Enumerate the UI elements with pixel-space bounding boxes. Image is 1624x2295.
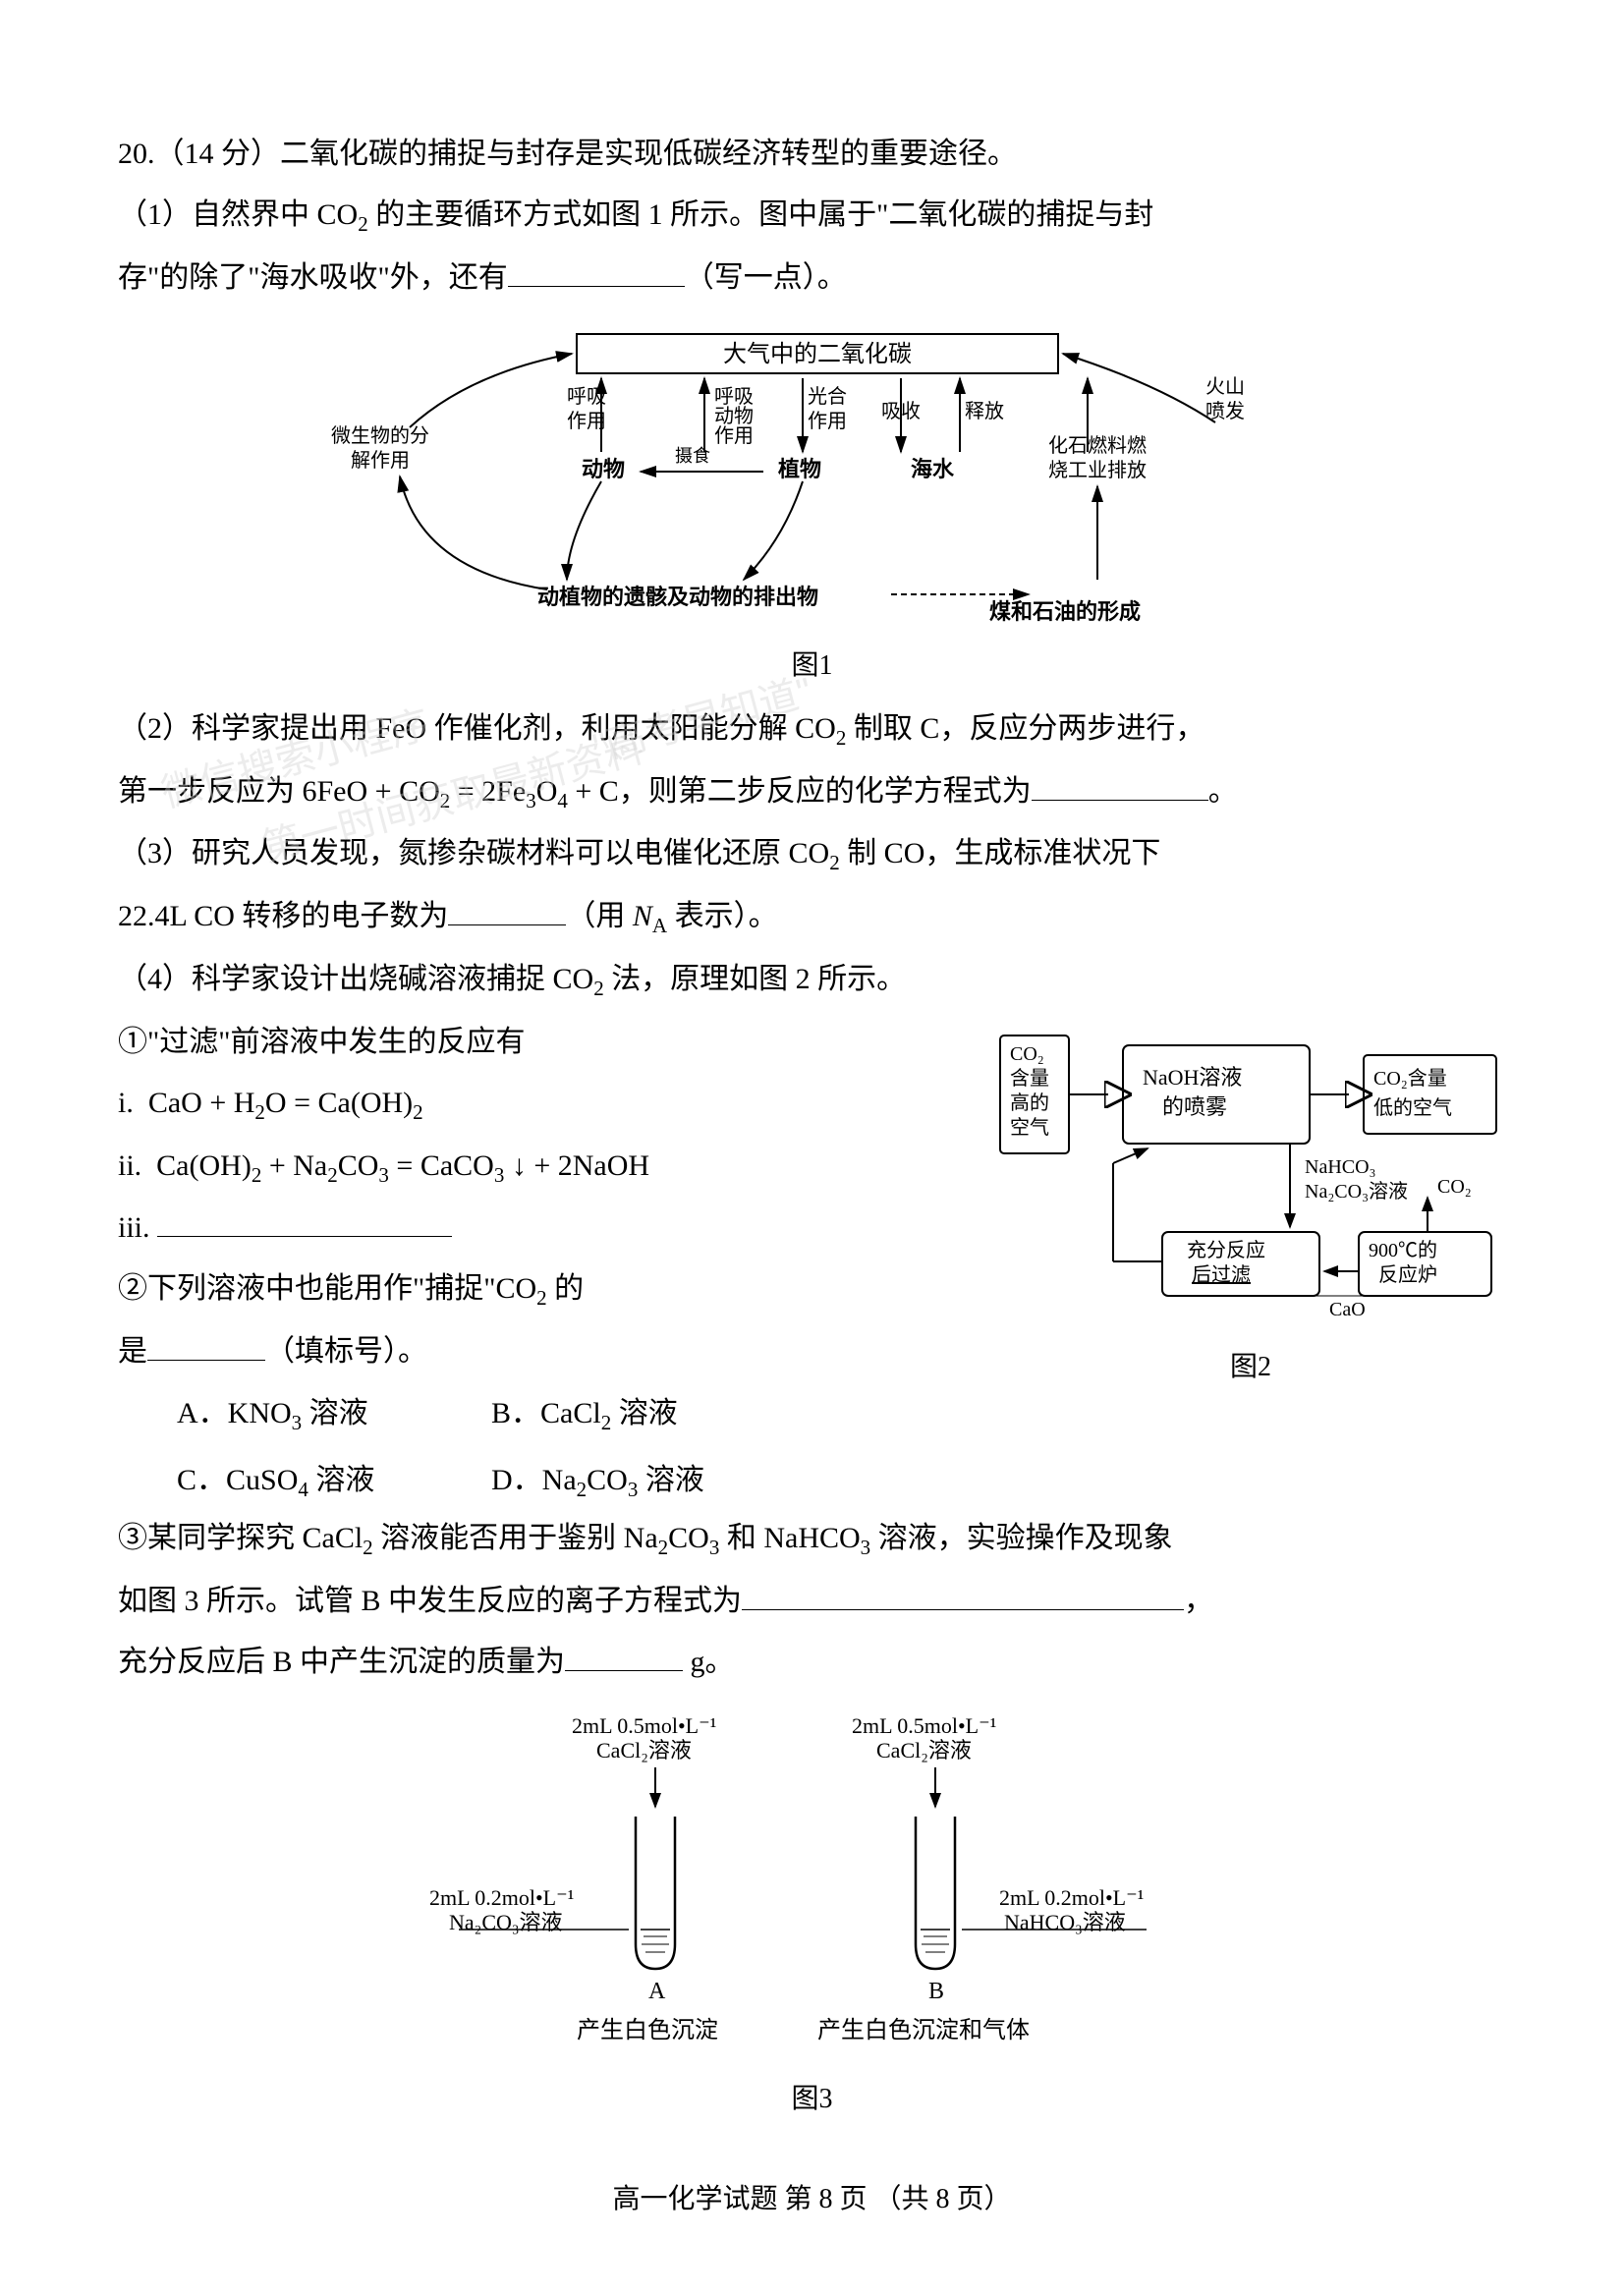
blank-6[interactable] xyxy=(565,1648,683,1671)
diagram2-label: 图2 xyxy=(995,1345,1506,1384)
stem-text: 二氧化碳的捕捉与封存是实现低碳经济转型的重要途径。 xyxy=(280,138,1017,170)
eq1: i. CaO + H2O = Ca(OH)2 xyxy=(118,1077,976,1132)
part4-3a: ③某同学探究 CaCl2 溶液能否用于鉴别 Na2CO3 和 NaHCO3 溶液… xyxy=(118,1512,1506,1567)
part1-line2: 存"的除了"海水吸收"外，还有（写一点）。 xyxy=(118,252,1506,305)
svg-text:产生白色沉淀: 产生白色沉淀 xyxy=(577,2017,718,2043)
svg-text:作用: 作用 xyxy=(808,410,847,432)
page-footer: 高一化学试题 第 8 页 （共 8 页） xyxy=(0,2177,1624,2216)
part1-suffix: （写一点）。 xyxy=(685,261,847,294)
diagram1-svg: 大气中的二氧化碳 呼吸 作用 呼吸 动物 作用 光合 作用 吸收 释放 火山 喷… xyxy=(272,324,1353,629)
svg-text:CaCl₂溶液: CaCl₂溶液 xyxy=(876,1738,972,1763)
svg-text:NaHCO₃溶液: NaHCO₃溶液 xyxy=(1004,1910,1126,1934)
svg-text:CaO: CaO xyxy=(1329,1299,1366,1320)
svg-text:空气: 空气 xyxy=(1010,1116,1049,1139)
p42c: （填标号）。 xyxy=(265,1335,427,1368)
blank-2[interactable] xyxy=(1032,777,1208,801)
diagram1-label: 图1 xyxy=(118,644,1506,683)
svg-text:微生物的分: 微生物的分 xyxy=(331,424,429,447)
svg-text:吸收: 吸收 xyxy=(881,400,921,422)
diagram-3: 2mL 0.5mol•L⁻¹ CaCl₂溶液 2mL 0.2mol•L⁻¹ Na… xyxy=(118,1708,1506,2116)
svg-text:光合: 光合 xyxy=(808,385,847,408)
blank-3[interactable] xyxy=(448,902,566,925)
svg-text:解作用: 解作用 xyxy=(351,449,410,472)
svg-text:呼吸: 呼吸 xyxy=(714,385,754,408)
option-b[interactable]: B．CaCl2 溶液 xyxy=(491,1388,727,1435)
svg-text:火山: 火山 xyxy=(1205,375,1245,398)
svg-text:煤和石油的形成: 煤和石油的形成 xyxy=(989,599,1141,624)
part3-line1: （3）研究人员发现，氮掺杂碳材料可以电催化还原 CO2 制 CO，生成标准状况下 xyxy=(118,827,1506,882)
svg-text:后过滤: 后过滤 xyxy=(1192,1263,1251,1286)
svg-text:化石燃料燃: 化石燃料燃 xyxy=(1048,434,1147,457)
stem-line: 20.（14 分）二氧化碳的捕捉与封存是实现低碳经济转型的重要途径。 xyxy=(118,128,1506,181)
part4-3c: 充分反应后 B 中产生沉淀的质量为 g。 xyxy=(118,1636,1506,1689)
options: A．KNO3 溶液 B．CaCl2 溶液 C．CuSO4 溶液 D．Na2CO3… xyxy=(177,1388,976,1502)
svg-text:呼吸: 呼吸 xyxy=(567,385,606,408)
diagram-1: 大气中的二氧化碳 呼吸 作用 呼吸 动物 作用 光合 作用 吸收 释放 火山 喷… xyxy=(118,324,1506,683)
svg-text:B: B xyxy=(928,1979,944,2004)
svg-text:CO₂: CO₂ xyxy=(1437,1176,1472,1198)
svg-text:2mL 0.2mol•L⁻¹: 2mL 0.2mol•L⁻¹ xyxy=(429,1885,574,1910)
svg-text:高的: 高的 xyxy=(1010,1092,1049,1114)
svg-text:含量: 含量 xyxy=(1010,1067,1049,1090)
svg-text:CO₂: CO₂ xyxy=(1010,1043,1044,1065)
q-number: 20.（14 分） xyxy=(118,138,280,170)
part1-line1: （1）自然界中 CO2 的主要循环方式如图 1 所示。图中属于"二氧化碳的捕捉与… xyxy=(118,189,1506,244)
svg-text:的喷雾: 的喷雾 xyxy=(1162,1094,1227,1119)
option-d[interactable]: D．Na2CO3 溶液 xyxy=(491,1455,727,1502)
left-column: ①"过滤"前溶液中发生的反应有 i. CaO + H2O = Ca(OH)2 i… xyxy=(118,1016,976,1512)
eq2: ii. Ca(OH)2 + Na2CO3 = CaCO3 ↓ + 2NaOH xyxy=(118,1140,976,1195)
svg-text:2mL 0.5mol•L⁻¹: 2mL 0.5mol•L⁻¹ xyxy=(572,1713,716,1738)
svg-text:2mL 0.2mol•L⁻¹: 2mL 0.2mol•L⁻¹ xyxy=(999,1885,1144,1910)
svg-text:900℃的: 900℃的 xyxy=(1369,1239,1437,1261)
right-column: CO₂ 含量 高的 空气 NaOH溶液 的喷雾 CO₂含量 低的空气 Na xyxy=(995,1016,1506,1384)
diagram2-svg: CO₂ 含量 高的 空气 NaOH溶液 的喷雾 CO₂含量 低的空气 Na xyxy=(995,1016,1506,1330)
d1-topbox: 大气中的二氧化碳 xyxy=(723,341,912,367)
two-column: ①"过滤"前溶液中发生的反应有 i. CaO + H2O = Ca(OH)2 i… xyxy=(118,1016,1506,1512)
part2-line2: 第一步反应为 6FeO + CO2 = 2Fe3O4 + C，则第二步反应的化学… xyxy=(118,765,1506,820)
option-a[interactable]: A．KNO3 溶液 xyxy=(177,1388,413,1435)
option-c[interactable]: C．CuSO4 溶液 xyxy=(177,1455,413,1502)
svg-text:产生白色沉淀和气体: 产生白色沉淀和气体 xyxy=(817,2017,1030,2043)
part4-1: ①"过滤"前溶液中发生的反应有 xyxy=(118,1016,976,1069)
part4-2b: 是（填标号）。 xyxy=(118,1325,976,1378)
svg-text:CaCl₂溶液: CaCl₂溶液 xyxy=(596,1738,692,1763)
svg-text:CO₂含量: CO₂含量 xyxy=(1373,1067,1447,1090)
diagram3-svg: 2mL 0.5mol•L⁻¹ CaCl₂溶液 2mL 0.2mol•L⁻¹ Na… xyxy=(370,1708,1255,2062)
svg-text:烧工业排放: 烧工业排放 xyxy=(1048,459,1147,481)
svg-text:动物: 动物 xyxy=(714,405,754,427)
blank-1[interactable] xyxy=(508,263,685,287)
diagram3-label: 图3 xyxy=(118,2077,1506,2116)
part3-line2: 22.4L CO 转移的电子数为（用 NA 表示）。 xyxy=(118,890,1506,945)
svg-text:低的空气: 低的空气 xyxy=(1373,1096,1452,1119)
part4-2a: ②下列溶液中也能用作"捕捉"CO2 的 xyxy=(118,1262,976,1317)
svg-text:Na₂CO₃溶液: Na₂CO₃溶液 xyxy=(1305,1180,1408,1203)
svg-text:海水: 海水 xyxy=(911,457,955,481)
blank-4[interactable] xyxy=(147,1337,265,1361)
part4-3b: 如图 3 所示。试管 B 中发生反应的离子方程式为， xyxy=(118,1575,1506,1628)
svg-text:NaOH溶液: NaOH溶液 xyxy=(1143,1065,1242,1090)
svg-text:动物: 动物 xyxy=(582,457,625,481)
svg-text:释放: 释放 xyxy=(965,400,1004,422)
svg-text:充分反应: 充分反应 xyxy=(1187,1239,1265,1261)
part2-line1: （2）科学家提出用 FeO 作催化剂，利用太阳能分解 CO2 制取 C，反应分两… xyxy=(118,702,1506,757)
svg-text:NaHCO₃: NaHCO₃ xyxy=(1305,1156,1376,1178)
svg-text:A: A xyxy=(648,1979,666,2004)
svg-text:作用: 作用 xyxy=(567,410,606,432)
svg-text:Na₂CO₃溶液: Na₂CO₃溶液 xyxy=(449,1910,563,1934)
svg-text:动植物的遗骸及动物的排出物: 动植物的遗骸及动物的排出物 xyxy=(537,585,818,609)
question-20: 20.（14 分）二氧化碳的捕捉与封存是实现低碳经济转型的重要途径。 （1）自然… xyxy=(118,128,1506,2116)
svg-text:2mL 0.5mol•L⁻¹: 2mL 0.5mol•L⁻¹ xyxy=(852,1713,996,1738)
svg-text:作用: 作用 xyxy=(714,424,754,447)
svg-text:植物: 植物 xyxy=(778,457,821,481)
part4-line: （4）科学家设计出烧碱溶液捕捉 CO2 法，原理如图 2 所示。 xyxy=(118,953,1506,1008)
blank-iii[interactable] xyxy=(157,1213,452,1237)
svg-text:摄食: 摄食 xyxy=(675,446,710,466)
eq3: iii. xyxy=(118,1202,976,1255)
blank-5[interactable] xyxy=(742,1587,1184,1610)
svg-text:反应炉: 反应炉 xyxy=(1378,1263,1437,1286)
